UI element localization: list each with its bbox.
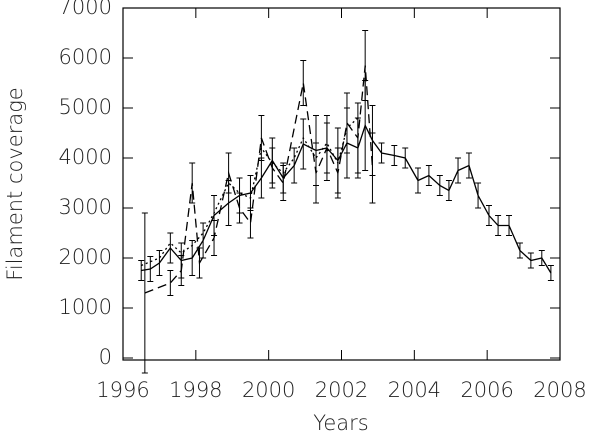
error-bar [196, 247, 203, 279]
error-bar [300, 118, 307, 170]
error-bar [414, 167, 421, 194]
error-bar [506, 215, 513, 236]
error-bar [141, 212, 148, 374]
error-bar [538, 250, 545, 266]
y-tick-label: 0 [99, 345, 112, 369]
x-axis-label: Years [313, 411, 368, 434]
y-tick-label: 5000 [59, 95, 112, 119]
error-bar [425, 165, 432, 186]
error-bar [436, 175, 443, 196]
x-tick-label: 2002 [315, 378, 368, 402]
error-bar [189, 240, 196, 276]
error-bar [258, 115, 265, 161]
error-bar [178, 255, 185, 286]
error-bar [547, 265, 554, 281]
series-line [141, 123, 552, 274]
error-bar [291, 147, 298, 184]
error-bar [391, 145, 398, 166]
error-bar [269, 147, 276, 189]
series-line [144, 65, 374, 294]
error-bar [236, 192, 243, 224]
error-bar [475, 182, 482, 209]
error-bar [211, 220, 218, 256]
error-bar [445, 180, 452, 201]
error-bar [465, 152, 472, 179]
error-bar [167, 270, 174, 296]
error-bar [247, 207, 254, 239]
error-bar [138, 260, 145, 281]
series-line [140, 117, 359, 267]
x-tick-label: 2008 [533, 378, 586, 402]
x-tick-label: 2006 [460, 378, 513, 402]
error-bar [485, 205, 492, 226]
y-tick-label: 6000 [59, 45, 112, 69]
error-bar [323, 122, 330, 174]
y-tick-label: 3000 [59, 195, 112, 219]
error-bar [362, 30, 369, 101]
y-axis-label: Filament coverage [3, 87, 27, 280]
error-bar [189, 162, 196, 204]
error-bar [300, 60, 307, 106]
error-bar [516, 242, 523, 259]
error-bar [455, 157, 462, 184]
error-bar [402, 147, 409, 169]
y-tick-label: 1000 [59, 295, 112, 319]
x-tick-label: 1998 [169, 378, 222, 402]
error-bar [343, 92, 350, 154]
plot-frame [122, 7, 561, 361]
error-bar [354, 102, 361, 174]
error-bar [280, 165, 287, 201]
x-tick-label: 2004 [388, 378, 441, 402]
error-bar [147, 256, 154, 282]
y-tick-label: 2000 [59, 245, 112, 269]
error-bar [225, 152, 232, 194]
error-bar [334, 147, 341, 199]
error-bar [369, 132, 376, 204]
error-bar [378, 142, 385, 164]
y-tick-label: 4000 [59, 145, 112, 169]
x-tick-label: 2000 [242, 378, 295, 402]
error-bar [167, 232, 174, 264]
y-tick-label: 7000 [59, 0, 112, 19]
error-bar [313, 142, 320, 204]
x-tick-label: 1996 [96, 378, 149, 402]
error-bar [258, 157, 265, 199]
error-bar [156, 250, 163, 276]
error-bar [495, 215, 502, 236]
error-bar [527, 252, 534, 269]
